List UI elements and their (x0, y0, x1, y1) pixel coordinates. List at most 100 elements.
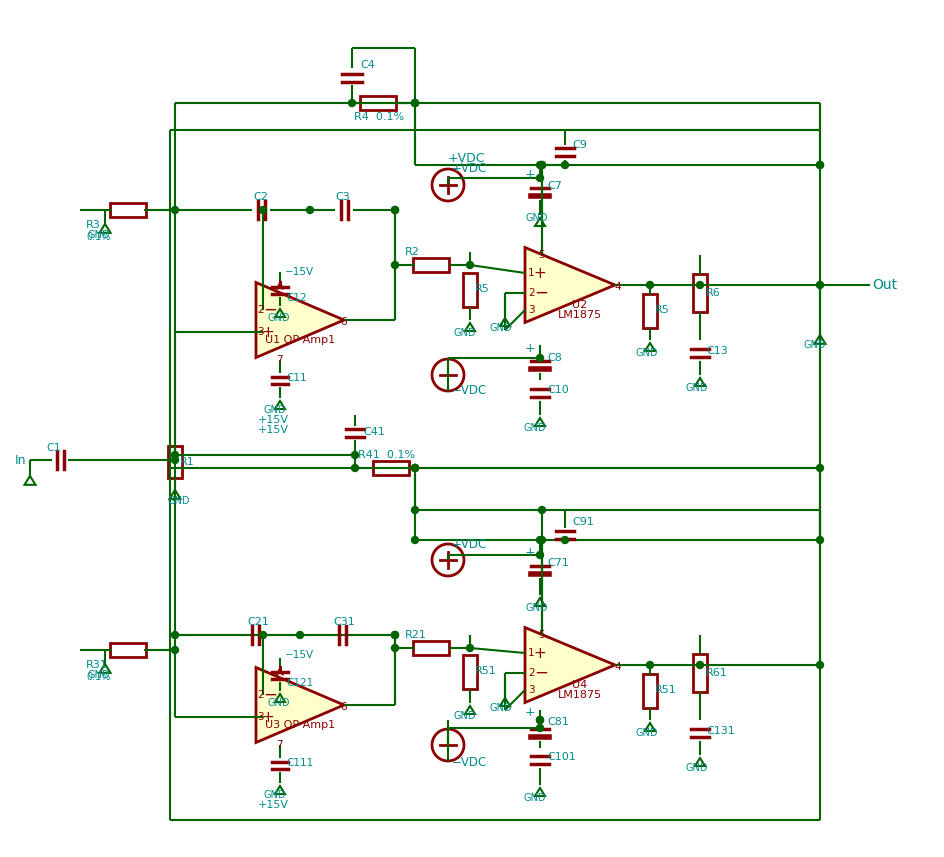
Bar (110, 203, 145, 217)
Text: C31: C31 (332, 617, 354, 627)
Text: C21: C21 (246, 617, 269, 627)
Bar (642, 294, 656, 328)
Text: 1: 1 (528, 268, 534, 278)
Circle shape (411, 536, 418, 543)
Text: +15V: +15V (258, 800, 289, 810)
Circle shape (466, 644, 473, 651)
Text: +: + (261, 710, 274, 724)
Text: GND: GND (684, 383, 707, 393)
Text: LM1875: LM1875 (557, 310, 601, 320)
Text: LM1875: LM1875 (557, 690, 601, 700)
Text: C71: C71 (547, 558, 568, 568)
Circle shape (538, 161, 545, 169)
Circle shape (296, 632, 303, 638)
Text: GND: GND (490, 703, 512, 713)
Text: GND: GND (268, 313, 290, 323)
Circle shape (561, 536, 568, 543)
Bar (413, 258, 448, 272)
Bar (360, 96, 396, 110)
Text: U2: U2 (572, 300, 587, 310)
Text: In: In (15, 453, 26, 466)
Text: R2: R2 (405, 247, 419, 257)
Text: GND: GND (88, 670, 110, 680)
Bar (110, 643, 145, 657)
Text: 3: 3 (257, 327, 263, 337)
Circle shape (536, 724, 543, 732)
Text: −VDC: −VDC (451, 756, 487, 769)
Text: 4: 4 (276, 281, 282, 291)
Circle shape (646, 662, 653, 668)
Text: R6: R6 (705, 288, 720, 298)
Text: R1: R1 (179, 457, 194, 467)
Circle shape (411, 464, 418, 471)
Circle shape (696, 662, 702, 668)
Text: −: − (533, 284, 548, 302)
Text: GND: GND (268, 698, 290, 708)
Text: C4: C4 (360, 60, 375, 70)
Circle shape (171, 207, 178, 213)
Text: C13: C13 (705, 346, 727, 356)
Text: 4: 4 (614, 282, 620, 292)
Text: C111: C111 (286, 758, 312, 768)
Text: 4: 4 (614, 662, 620, 672)
Circle shape (536, 716, 543, 723)
Text: 0.1%: 0.1% (86, 232, 110, 242)
Circle shape (260, 207, 266, 213)
Text: 5: 5 (537, 630, 544, 640)
Text: +VDC: +VDC (451, 538, 487, 552)
Circle shape (348, 99, 355, 106)
Text: +: + (525, 167, 535, 181)
Polygon shape (525, 248, 615, 322)
Circle shape (171, 452, 178, 458)
Text: R5: R5 (475, 284, 489, 294)
Circle shape (816, 662, 822, 668)
Text: 6: 6 (340, 317, 346, 327)
Circle shape (696, 281, 702, 289)
Text: GND: GND (803, 340, 826, 350)
Text: R51: R51 (475, 666, 497, 676)
Text: C2: C2 (253, 192, 267, 202)
Circle shape (536, 552, 543, 559)
Text: C11: C11 (286, 373, 306, 383)
Circle shape (816, 161, 822, 169)
Text: U1 OP Amp1: U1 OP Amp1 (264, 335, 335, 345)
Text: 6: 6 (340, 702, 346, 712)
Text: +VDC: +VDC (451, 161, 487, 175)
Text: 4: 4 (276, 666, 282, 676)
Circle shape (816, 161, 822, 169)
Text: 3: 3 (528, 305, 534, 315)
Text: R41  0.1%: R41 0.1% (358, 450, 414, 460)
Text: R4  0.1%: R4 0.1% (354, 112, 404, 122)
Text: Out: Out (871, 278, 896, 292)
Text: GND: GND (635, 348, 658, 358)
Text: GND: GND (168, 496, 191, 506)
Circle shape (411, 99, 418, 106)
Circle shape (391, 632, 398, 638)
Text: +15V: +15V (258, 425, 289, 435)
Circle shape (171, 632, 178, 638)
Circle shape (411, 464, 418, 471)
Text: C9: C9 (571, 140, 586, 150)
Text: −VDC: −VDC (451, 383, 487, 397)
Circle shape (391, 207, 398, 213)
Circle shape (646, 281, 653, 289)
Bar (692, 654, 706, 692)
Bar (642, 674, 656, 708)
Text: GND: GND (684, 763, 707, 773)
Bar (463, 655, 477, 689)
Text: R5: R5 (654, 305, 669, 315)
Circle shape (466, 261, 473, 268)
Circle shape (391, 261, 398, 268)
Text: +: + (525, 341, 535, 355)
Bar (413, 641, 448, 655)
Text: +VDC: +VDC (447, 152, 485, 165)
Text: C81: C81 (547, 717, 568, 727)
Text: U4: U4 (572, 680, 587, 690)
Circle shape (260, 632, 266, 638)
Text: R31: R31 (86, 660, 108, 670)
Text: C41: C41 (362, 427, 384, 437)
Text: 5: 5 (537, 250, 544, 260)
Text: −: − (533, 664, 548, 682)
Polygon shape (256, 283, 344, 357)
Circle shape (351, 464, 358, 471)
